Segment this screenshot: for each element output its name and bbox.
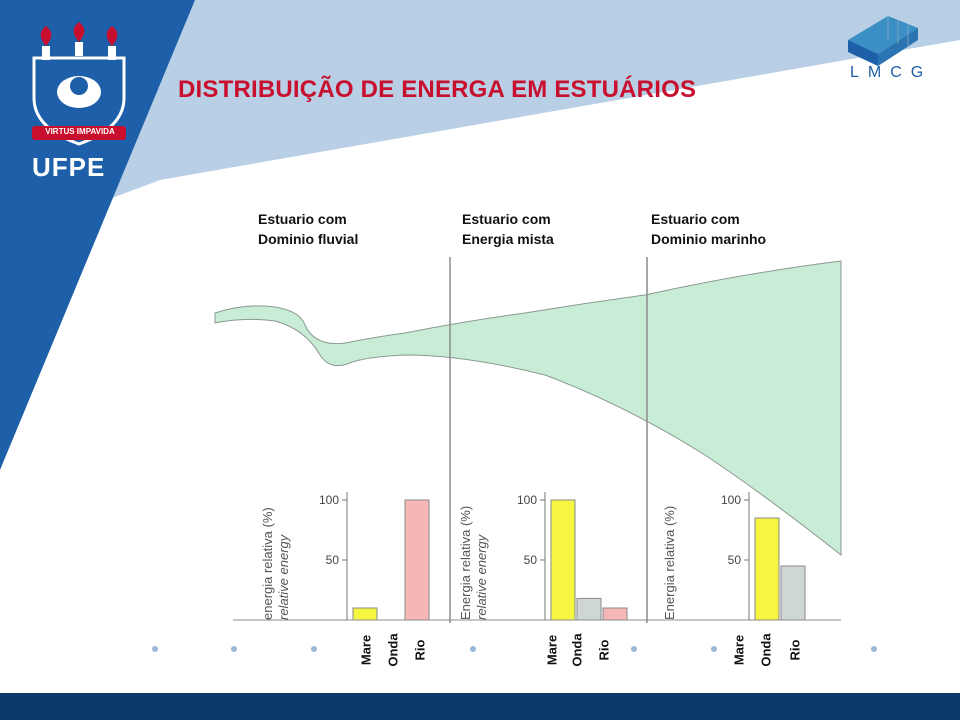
bar-mare	[550, 499, 576, 621]
y-tick-label: 100	[319, 493, 339, 507]
zone-label-line: Energia mista	[462, 231, 554, 247]
y-tick-label: 50	[326, 553, 340, 567]
category-label: Mare	[544, 634, 560, 666]
zone-label-marinho: Estuario com Dominio marinho	[651, 209, 766, 249]
category-label: Onda	[569, 633, 585, 667]
bar-onda	[780, 565, 806, 621]
zone-label-line: Estuario com	[651, 211, 740, 227]
bar-rio	[404, 499, 430, 621]
cube-logo-icon	[848, 16, 918, 66]
category-label: Mare	[731, 634, 747, 666]
y-tick-label: 50	[524, 553, 538, 567]
y-axis-label: relative energy	[474, 533, 489, 620]
y-axis-label: Energia relativa (%)	[662, 506, 677, 620]
bar-mare	[352, 607, 378, 621]
y-tick-label: 100	[721, 493, 741, 507]
decor-dot	[152, 646, 158, 652]
bar-chart-fluvial: 50 100 energia relativa (%) relative energy	[260, 492, 430, 621]
category-label: Rio	[596, 639, 612, 661]
decor-dot	[231, 646, 237, 652]
slide-title: DISTRIBUIÇÃO DE ENERGA EM ESTUÁRIOS	[178, 76, 697, 103]
footer-bar	[0, 693, 960, 720]
category-label: Mare	[358, 634, 374, 666]
light-blue-band	[0, 0, 960, 240]
category-label: Rio	[412, 639, 428, 661]
y-axis-label: Energia relativa (%)	[458, 506, 473, 620]
ufpe-logo: VIRTUS IMPAVIDA UFPE	[24, 22, 134, 182]
bar-onda	[576, 597, 602, 621]
category-label: Rio	[787, 639, 803, 661]
category-label: Onda	[758, 633, 774, 667]
bar-rio	[602, 607, 628, 621]
bar-mare	[754, 517, 780, 621]
lmcg-name: LMCG	[850, 64, 933, 81]
decor-dot	[711, 646, 717, 652]
zone-label-line: Dominio fluvial	[258, 231, 359, 247]
y-axis-label: relative energy	[276, 533, 291, 620]
ufpe-name: UFPE	[32, 152, 106, 182]
decor-dot	[631, 646, 637, 652]
zone-label-mista: Estuario com Energia mista	[462, 209, 554, 249]
category-label: Onda	[385, 633, 401, 667]
zone-label-line: Estuario com	[462, 211, 551, 227]
bar-chart-marinho: 50 100 Energia relativa (%)	[662, 492, 806, 621]
lmcg-logo: LMCG	[828, 10, 930, 86]
bar-chart-mista: 50 100 Energia relativa (%) relative energy	[458, 492, 628, 621]
decor-dot	[871, 646, 877, 652]
torch-crest-icon	[32, 22, 126, 146]
y-tick-label: 50	[728, 553, 742, 567]
ufpe-motto: VIRTUS IMPAVIDA	[45, 127, 115, 136]
decor-dot	[311, 646, 317, 652]
zone-label-line: Estuario com	[258, 211, 347, 227]
zone-label-fluvial: Estuario com Dominio fluvial	[258, 209, 358, 249]
estuary-diagram	[214, 257, 842, 623]
zone-label-line: Dominio marinho	[651, 231, 767, 247]
y-axis-label: energia relativa (%)	[260, 507, 275, 620]
y-tick-label: 100	[517, 493, 537, 507]
blue-left-panel	[0, 0, 195, 470]
decor-dot	[470, 646, 476, 652]
estuary-water	[214, 260, 842, 557]
